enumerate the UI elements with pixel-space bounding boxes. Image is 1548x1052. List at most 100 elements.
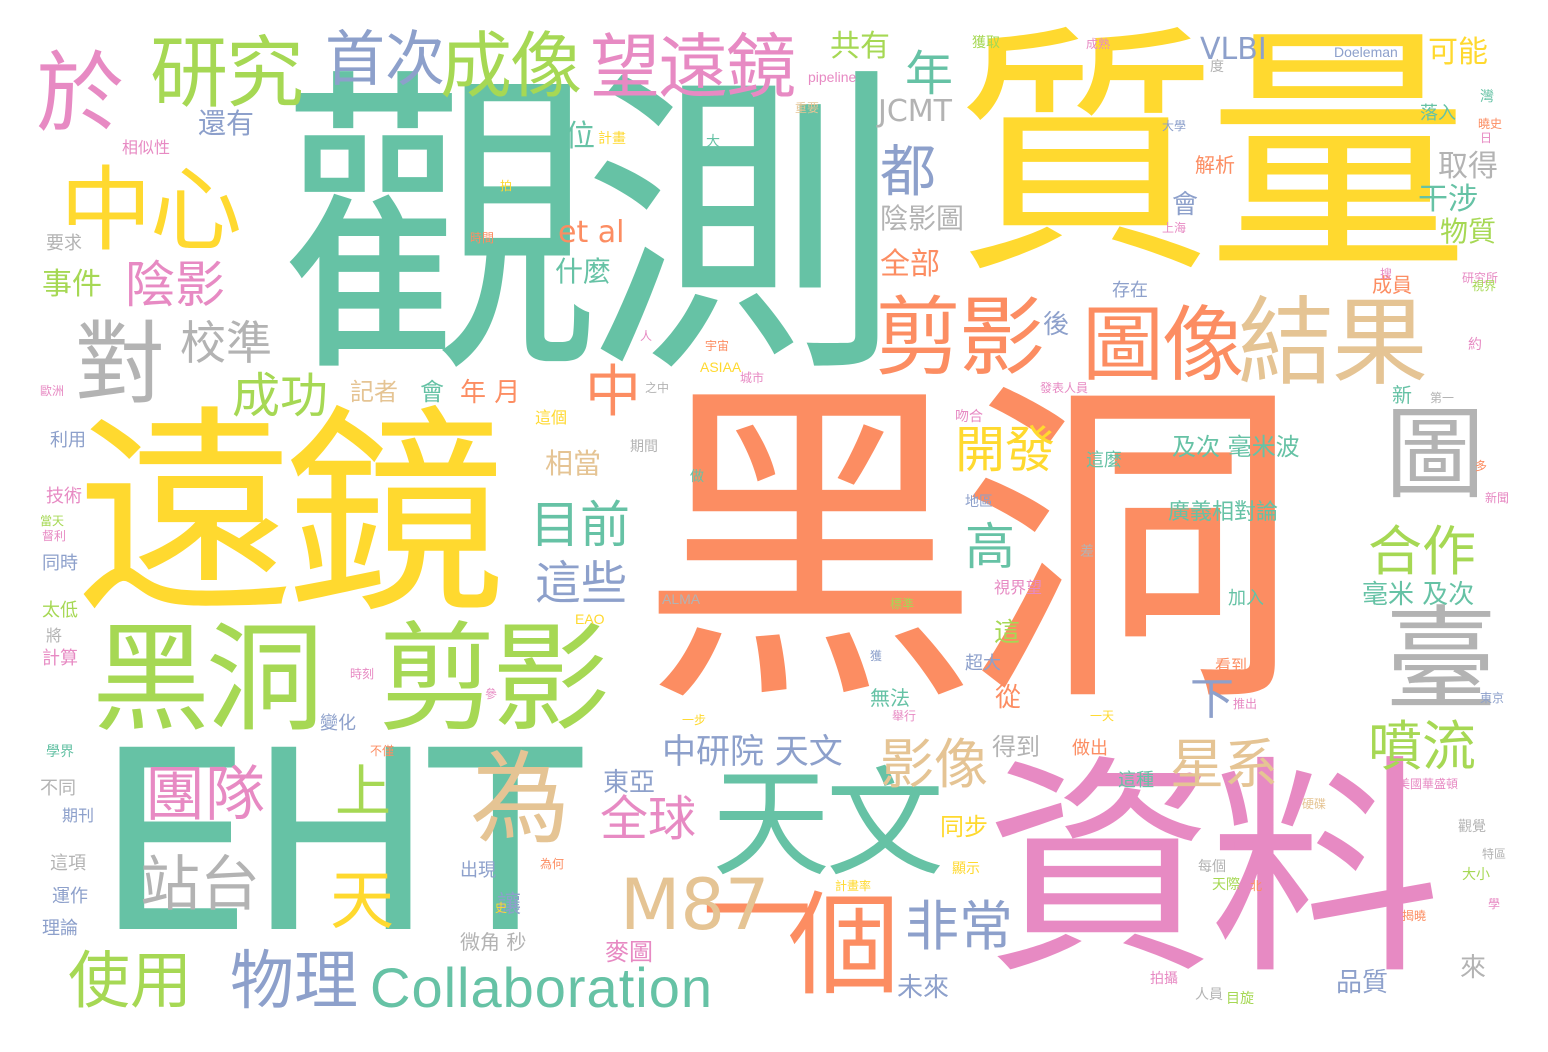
word: 技術 (46, 486, 82, 507)
word: 非常 (905, 895, 1013, 958)
word: 不僅 (370, 744, 395, 758)
word: 校準 (180, 316, 272, 370)
word: 圖 (1385, 396, 1485, 513)
word: M87 (620, 864, 770, 946)
word: 及次 毫米波 (1172, 433, 1300, 461)
word: 東京 (1480, 691, 1505, 705)
word: 高 (965, 518, 1015, 576)
word: 影像 (880, 733, 988, 796)
word: 搜 (1380, 267, 1393, 281)
word: 度 (1210, 59, 1224, 75)
word: 剪影 (378, 610, 610, 748)
word: 研究 (150, 29, 304, 119)
word: 年 月 (460, 378, 521, 408)
word: 約 (1468, 337, 1482, 353)
word: 看到 (1215, 656, 1248, 675)
word: 品質 (1336, 968, 1389, 998)
word: 學界 (46, 744, 74, 760)
word: 為 (470, 741, 570, 858)
word: 美國華盛頓 (1398, 777, 1459, 791)
word: 時間 (470, 231, 495, 245)
word: Doeleman (1334, 44, 1398, 60)
word: VLBI (1200, 32, 1267, 67)
word: 落入 (1420, 103, 1456, 124)
word: Collaboration (370, 956, 713, 1019)
word: 這種 (1118, 770, 1154, 791)
word: 可能 (1428, 35, 1488, 70)
word: 目旋 (1226, 991, 1254, 1007)
word: 上 (335, 760, 391, 825)
word: 歐洲 (40, 384, 65, 398)
word: 噴流 (1368, 715, 1476, 778)
word: 全球 (600, 791, 697, 847)
word: 合作 (1368, 520, 1476, 583)
word: 灣 (1480, 89, 1494, 105)
word: 中研院 天文 (662, 732, 843, 772)
word: 變化 (320, 713, 356, 734)
word: 從 (995, 683, 1022, 713)
word: 這個 (535, 408, 568, 427)
word: ALMA (662, 591, 701, 607)
word: 多 (1475, 459, 1488, 473)
word: 一天 (1090, 709, 1115, 723)
word: 會 (420, 378, 444, 406)
word: 開發 (955, 421, 1055, 479)
word: 出現 (460, 860, 496, 881)
word: 硬碟 (1302, 797, 1327, 811)
word: 做 (690, 469, 704, 485)
word: 廣義相對論 (1168, 500, 1279, 525)
word: 個 (788, 881, 900, 1011)
word: 陰影 (125, 256, 225, 314)
word: ASIAA (700, 359, 742, 375)
word: 差 (1080, 544, 1094, 560)
word: 曉史 (1478, 117, 1503, 131)
word: 拍 (500, 179, 513, 193)
word: 首度 (1232, 837, 1257, 851)
word: 這麼 (1086, 450, 1122, 471)
word: 黑洞 (92, 610, 324, 748)
word: 超大 (965, 653, 1001, 674)
word: 特區 (1482, 847, 1507, 861)
word: JCMT (878, 94, 953, 129)
word: 圖像 (1082, 298, 1244, 393)
word: 會 (1172, 190, 1199, 220)
word: 資料 (985, 736, 1441, 1006)
word: 團隊 (145, 760, 265, 830)
word: 下 (1190, 674, 1234, 725)
word: 於 (36, 42, 125, 145)
word: 計算 (42, 648, 78, 669)
word: et al (558, 215, 625, 250)
word: 大學 (1162, 119, 1187, 133)
word: 拍攝 (1150, 971, 1178, 987)
word: 督利 (42, 529, 67, 543)
word: 運作 (52, 886, 88, 907)
word: 不同 (40, 778, 76, 799)
word: 中心 (60, 157, 242, 264)
word: 天 (330, 865, 394, 939)
word: 標準 (890, 597, 915, 611)
word: 重要 (795, 101, 820, 115)
word: 顯示 (952, 861, 980, 877)
word: 學 (1488, 897, 1501, 911)
word: 得到 (992, 733, 1040, 761)
word: EAO (575, 611, 605, 627)
word: 同時 (42, 553, 78, 574)
word: 研究所 (1462, 271, 1499, 285)
word: 宇宙 (705, 339, 730, 353)
word: 全部 (880, 247, 940, 282)
word: 舉行 (892, 709, 917, 723)
word: 第一 (1430, 391, 1455, 405)
word: 新聞 (1485, 491, 1510, 505)
word: 大 (706, 134, 720, 150)
word: 視界 (1472, 279, 1497, 293)
word: 後 (1043, 310, 1070, 340)
word: 相似性 (122, 138, 171, 157)
word: 一步 (682, 713, 707, 727)
word: 都 (880, 140, 936, 205)
word: 記者 (350, 378, 398, 406)
word: 取得 (1438, 149, 1498, 184)
word: 陰影圖 (880, 202, 965, 235)
word: 北 (1250, 879, 1263, 893)
word: 成員 (1372, 273, 1412, 297)
word: 這些 (535, 556, 627, 610)
